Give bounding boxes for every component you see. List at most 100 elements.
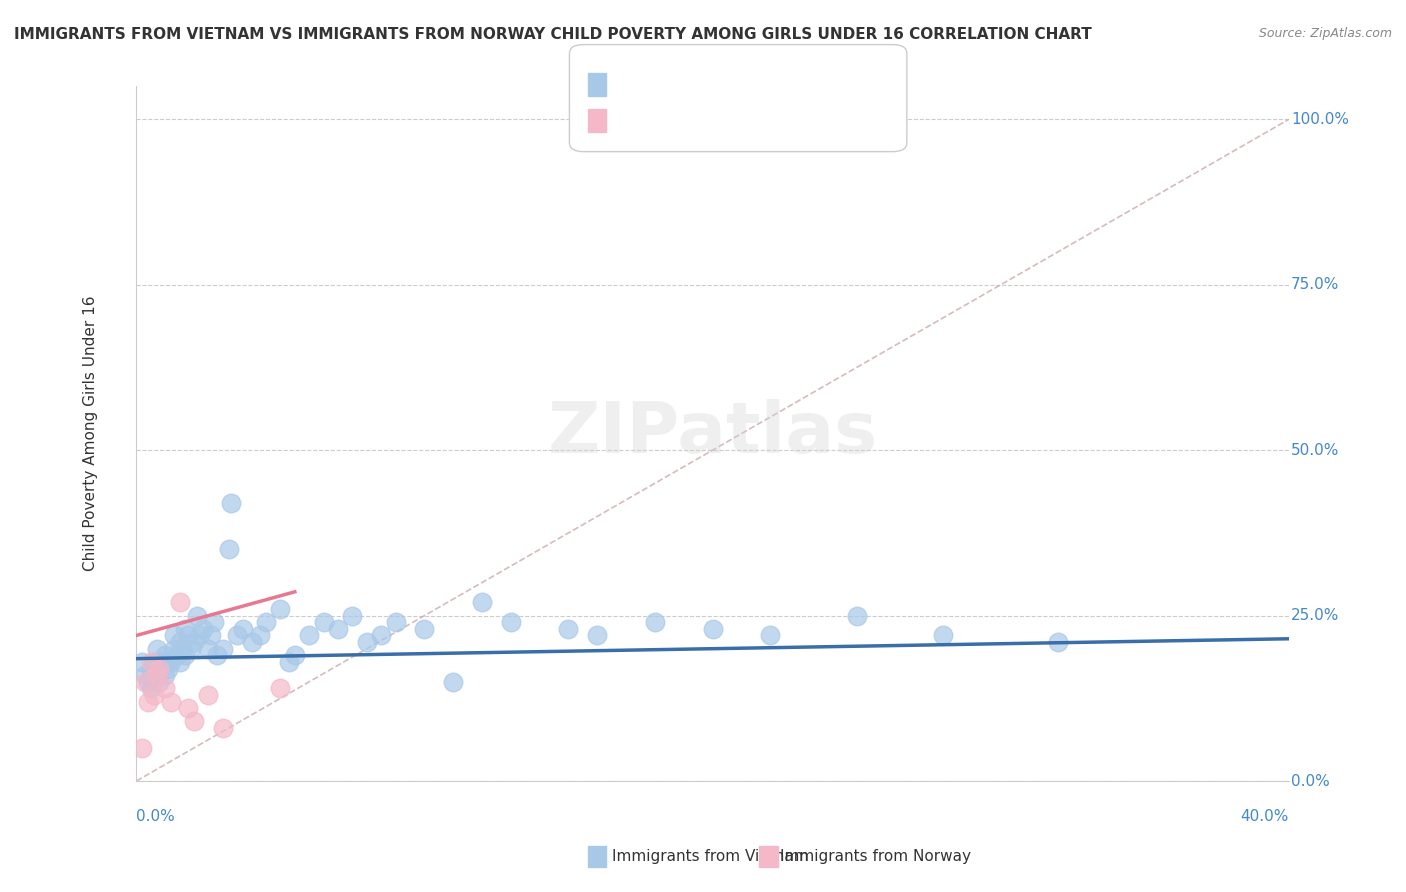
Point bbox=[240, 635, 263, 649]
Point bbox=[205, 648, 228, 663]
Point bbox=[202, 615, 225, 630]
Point bbox=[211, 641, 233, 656]
Point bbox=[221, 496, 243, 510]
Point bbox=[211, 721, 233, 735]
Point bbox=[166, 648, 188, 663]
Point bbox=[413, 622, 436, 636]
Text: Child Poverty Among Girls Under 16: Child Poverty Among Girls Under 16 bbox=[83, 296, 98, 572]
Point bbox=[148, 661, 170, 675]
Point bbox=[148, 661, 170, 675]
Text: 100.0%: 100.0% bbox=[1291, 112, 1348, 127]
Point bbox=[150, 655, 173, 669]
Point bbox=[131, 740, 153, 755]
Point bbox=[200, 628, 222, 642]
Point bbox=[471, 595, 494, 609]
Point bbox=[134, 668, 156, 682]
Point bbox=[160, 655, 183, 669]
Text: ZIPatlas: ZIPatlas bbox=[547, 400, 877, 468]
Point bbox=[278, 655, 301, 669]
Point bbox=[153, 681, 176, 696]
Text: 75.0%: 75.0% bbox=[1291, 277, 1340, 293]
Point bbox=[139, 655, 162, 669]
Text: 50.0%: 50.0% bbox=[1291, 442, 1340, 458]
Point bbox=[342, 608, 364, 623]
Point bbox=[218, 542, 240, 557]
Text: IMMIGRANTS FROM VIETNAM VS IMMIGRANTS FROM NORWAY CHILD POVERTY AMONG GIRLS UNDE: IMMIGRANTS FROM VIETNAM VS IMMIGRANTS FR… bbox=[14, 27, 1092, 42]
Text: R = 0.133   N = 63: R = 0.133 N = 63 bbox=[612, 78, 756, 92]
Point bbox=[174, 648, 197, 663]
Text: 0.071: 0.071 bbox=[644, 113, 692, 128]
Point bbox=[557, 622, 579, 636]
Point bbox=[188, 628, 211, 642]
Point bbox=[134, 674, 156, 689]
Point bbox=[326, 622, 349, 636]
Text: Immigrants from Norway: Immigrants from Norway bbox=[780, 849, 972, 863]
Text: 15: 15 bbox=[703, 113, 724, 128]
Point bbox=[169, 595, 191, 609]
Point bbox=[254, 615, 277, 630]
Point bbox=[153, 648, 176, 663]
Point bbox=[172, 641, 194, 656]
Point bbox=[169, 635, 191, 649]
Text: Immigrants from Vietnam: Immigrants from Vietnam bbox=[612, 849, 808, 863]
Point bbox=[142, 655, 165, 669]
Text: R =: R = bbox=[612, 113, 645, 128]
Point bbox=[163, 641, 186, 656]
Point bbox=[139, 681, 162, 696]
Point bbox=[145, 668, 167, 682]
Point bbox=[845, 608, 868, 623]
Point bbox=[148, 674, 170, 689]
Point bbox=[232, 622, 254, 636]
Point bbox=[169, 655, 191, 669]
Point bbox=[142, 688, 165, 702]
Point bbox=[284, 648, 307, 663]
Point bbox=[145, 641, 167, 656]
Point bbox=[644, 615, 666, 630]
Point bbox=[145, 668, 167, 682]
Point bbox=[226, 628, 249, 642]
Point bbox=[298, 628, 321, 642]
Point bbox=[499, 615, 522, 630]
Point bbox=[157, 661, 180, 675]
Point bbox=[136, 674, 159, 689]
Point bbox=[312, 615, 335, 630]
Text: Source: ZipAtlas.com: Source: ZipAtlas.com bbox=[1258, 27, 1392, 40]
Point bbox=[932, 628, 955, 642]
Point bbox=[586, 628, 609, 642]
Point bbox=[177, 701, 200, 715]
Point bbox=[759, 628, 782, 642]
Point bbox=[139, 661, 162, 675]
Point bbox=[160, 695, 183, 709]
Point bbox=[370, 628, 392, 642]
Point bbox=[136, 695, 159, 709]
Text: R = 0.071   N = 15: R = 0.071 N = 15 bbox=[612, 113, 756, 128]
Point bbox=[131, 655, 153, 669]
Point bbox=[163, 628, 186, 642]
Text: N =: N = bbox=[672, 78, 716, 92]
Point bbox=[269, 681, 291, 696]
Point bbox=[183, 714, 205, 729]
Text: R =: R = bbox=[612, 78, 645, 92]
Point bbox=[197, 641, 219, 656]
Point bbox=[186, 608, 208, 623]
Point bbox=[269, 602, 291, 616]
Point bbox=[180, 641, 202, 656]
Text: 0.0%: 0.0% bbox=[136, 809, 176, 824]
Point bbox=[153, 668, 176, 682]
Point bbox=[702, 622, 724, 636]
Point bbox=[441, 674, 464, 689]
Point bbox=[249, 628, 271, 642]
Text: 25.0%: 25.0% bbox=[1291, 608, 1340, 624]
Text: 0.133: 0.133 bbox=[644, 78, 692, 92]
Point bbox=[177, 628, 200, 642]
Point bbox=[356, 635, 378, 649]
Point bbox=[174, 622, 197, 636]
Point bbox=[197, 688, 219, 702]
Point bbox=[384, 615, 406, 630]
Text: N =: N = bbox=[672, 113, 716, 128]
Point bbox=[1047, 635, 1070, 649]
Text: 40.0%: 40.0% bbox=[1240, 809, 1289, 824]
Text: 63: 63 bbox=[703, 78, 724, 92]
Text: 0.0%: 0.0% bbox=[1291, 773, 1330, 789]
Point bbox=[191, 622, 214, 636]
